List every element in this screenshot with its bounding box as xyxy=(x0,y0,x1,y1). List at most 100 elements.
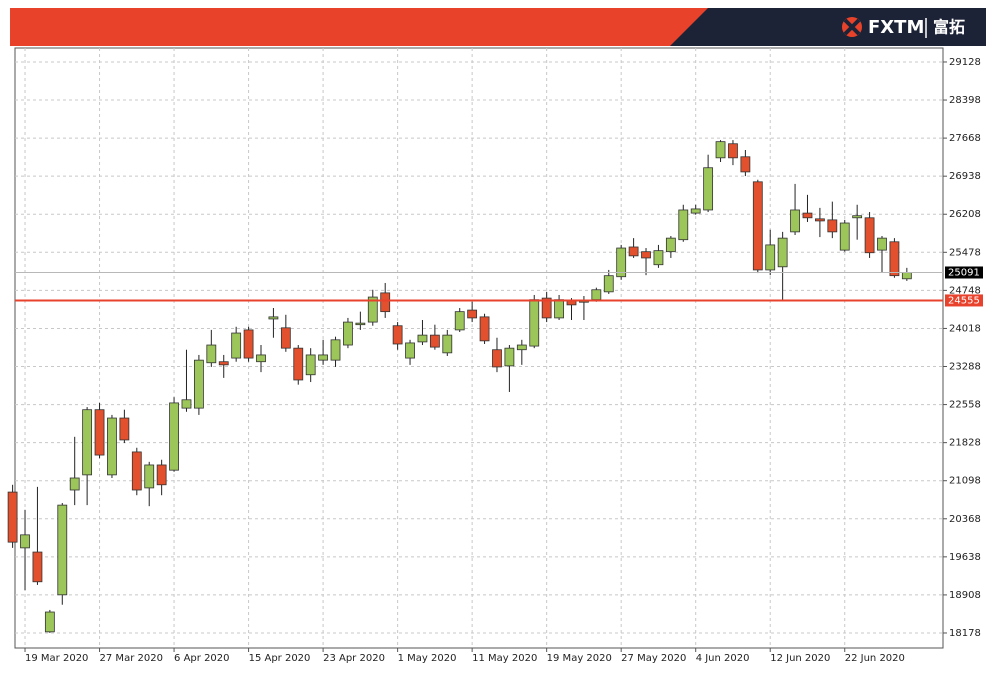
x-tick-label: 27 May 2020 xyxy=(621,653,686,664)
y-tick-label: 29128 xyxy=(949,57,981,68)
x-tick-label: 19 May 2020 xyxy=(547,653,612,664)
y-tick-label: 24748 xyxy=(949,285,981,296)
y-tick-label: 18908 xyxy=(949,590,981,601)
candle-body xyxy=(268,316,279,320)
price-level-tag xyxy=(945,294,983,307)
candle-body xyxy=(206,344,217,364)
candle-body xyxy=(392,325,403,345)
candle-body xyxy=(541,297,552,319)
candle-body xyxy=(765,244,776,271)
brand-name: FXTM xyxy=(868,17,924,38)
candle-body xyxy=(678,209,689,241)
y-tick-label: 22558 xyxy=(949,400,981,411)
x-tick-label: 6 Apr 2020 xyxy=(174,653,229,664)
y-tick-label: 28398 xyxy=(949,95,981,106)
candle-body xyxy=(156,464,167,486)
candle-body xyxy=(429,334,440,348)
candle-body xyxy=(169,402,179,471)
y-tick-label: 20368 xyxy=(949,514,981,525)
candle-body xyxy=(343,321,353,346)
candle-body xyxy=(119,417,130,441)
candle-body xyxy=(665,237,676,253)
candle-body xyxy=(554,299,564,319)
y-tick-label: 25478 xyxy=(949,247,981,258)
candle-body xyxy=(82,409,93,476)
candle-body xyxy=(901,272,912,280)
candle-body xyxy=(889,241,900,277)
candle-body xyxy=(777,237,788,268)
candle-body xyxy=(69,477,80,491)
y-tick-label: 18178 xyxy=(949,628,981,639)
candle-body xyxy=(293,347,304,381)
candle-body xyxy=(231,332,242,359)
y-tick-label: 21828 xyxy=(949,438,981,449)
brand-logo-icon xyxy=(842,17,862,37)
x-tick-label: 11 May 2020 xyxy=(472,653,537,664)
candle-body xyxy=(529,299,540,347)
plot-frame xyxy=(14,47,944,649)
candle-body xyxy=(628,246,639,257)
candle-body xyxy=(380,292,391,313)
candle-body xyxy=(193,359,204,409)
x-tick-label: 12 Jun 2020 xyxy=(770,653,830,664)
candle-body xyxy=(504,347,515,367)
candle-body xyxy=(243,329,254,359)
candle-body xyxy=(32,551,43,583)
candle-body xyxy=(367,296,378,323)
candle-body xyxy=(20,534,30,549)
candle-body xyxy=(827,219,838,233)
x-tick-label: 19 Mar 2020 xyxy=(25,653,88,664)
x-tick-label: 22 Jun 2020 xyxy=(845,653,905,664)
candle-body xyxy=(852,215,863,219)
candle-body xyxy=(616,247,627,278)
x-tick-label: 1 May 2020 xyxy=(398,653,457,664)
x-tick-label: 23 Apr 2020 xyxy=(323,653,385,664)
candle-body xyxy=(417,334,428,343)
candle-body xyxy=(641,251,651,259)
candle-body xyxy=(740,156,751,173)
candle-body xyxy=(405,342,415,359)
candle-body xyxy=(442,334,453,354)
x-tick-label: 15 Apr 2020 xyxy=(249,653,311,664)
candle-body xyxy=(467,309,478,319)
y-tick-label: 24018 xyxy=(949,323,981,334)
candle-body xyxy=(7,491,18,543)
candle-body xyxy=(690,208,701,214)
candle-body xyxy=(492,349,502,368)
price-level-tag xyxy=(945,266,983,279)
y-tick-label: 26938 xyxy=(949,171,981,182)
candle-body xyxy=(318,354,329,361)
candle-body xyxy=(877,237,887,251)
candle-body xyxy=(256,354,266,363)
candle-body xyxy=(280,327,291,349)
candle-body xyxy=(94,409,105,456)
candle-body xyxy=(305,354,316,376)
x-tick-label: 4 Jun 2020 xyxy=(696,653,750,664)
candle-body xyxy=(181,399,192,409)
candle-body xyxy=(218,361,229,366)
candle-body xyxy=(454,311,465,331)
candle-body xyxy=(107,417,117,476)
candle-body xyxy=(144,464,155,489)
y-tick-label: 26208 xyxy=(949,209,981,220)
candle-body xyxy=(516,344,527,351)
candle-body xyxy=(355,322,366,326)
candle-body xyxy=(728,143,738,159)
candle-body xyxy=(839,222,850,251)
candle-body xyxy=(864,217,875,254)
candle-body xyxy=(479,316,490,342)
y-tick-label: 27668 xyxy=(949,133,981,144)
candle-body xyxy=(752,181,763,271)
x-tick-label: 27 Mar 2020 xyxy=(100,653,163,664)
candle-body xyxy=(715,141,726,159)
candle-body xyxy=(603,275,614,293)
y-tick-label: 19638 xyxy=(949,552,981,563)
candle-body xyxy=(44,611,55,633)
header-brand-panel xyxy=(670,8,986,46)
price-level-label: 24555 xyxy=(948,295,980,306)
candle-body xyxy=(653,250,664,266)
brand-name-cn: 富拓 xyxy=(933,18,965,37)
candle-body xyxy=(802,212,813,219)
y-tick-label: 21098 xyxy=(949,476,981,487)
candle-body xyxy=(57,504,68,596)
